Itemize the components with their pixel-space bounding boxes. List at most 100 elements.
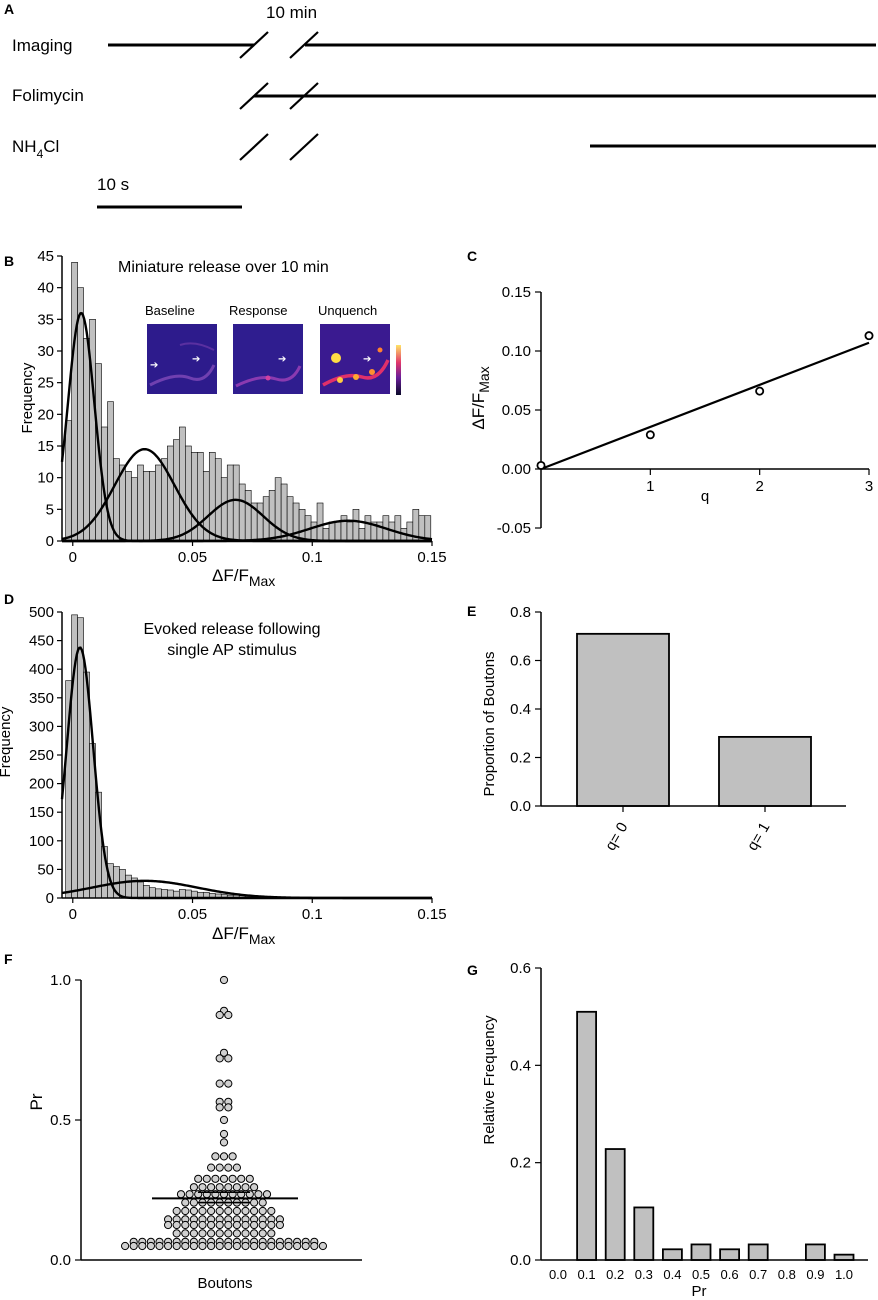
marks-e: q= 0 q= 1 (576, 632, 812, 854)
bouton-point (258, 1229, 267, 1238)
bouton-point (185, 1190, 194, 1199)
inset-label-response: Response (229, 303, 288, 318)
linear-fit-line (540, 341, 870, 471)
bouton-point (181, 1241, 190, 1251)
histogram-bar (298, 509, 306, 542)
bouton-point (121, 1241, 130, 1251)
y-tick-label: 0 (46, 890, 54, 907)
bouton-point (258, 1198, 267, 1207)
axes-e: 0.0 0.2 0.4 0.6 0.8 (510, 604, 846, 815)
axes-g: 0.0 0.2 0.4 0.6 (510, 960, 868, 1269)
color-scale-bar (396, 345, 401, 395)
histogram-bar (328, 521, 336, 542)
y-tick-label: -0.05 (497, 520, 531, 537)
break-mark (289, 133, 319, 161)
bouton-point (215, 1229, 224, 1238)
panel-g-bar-chart: 0.0 0.1 0.2 0.3 0.4 0.5 0.6 0.7 0.8 0.9 1.0 0.0 0.2… (481, 960, 868, 1300)
histogram-bar (256, 502, 264, 542)
inset-neurite (179, 342, 215, 351)
x-tick-label: 0.6 (721, 1267, 739, 1282)
bouton-point (181, 1206, 190, 1216)
histogram-bar (125, 471, 132, 542)
histogram-bar (238, 483, 246, 542)
bouton-point (202, 1174, 211, 1183)
inset-neurite (149, 364, 216, 387)
y-tick-label: 20 (37, 406, 54, 423)
histogram-bar (167, 889, 174, 899)
y-tick-label: 35 (37, 311, 54, 328)
y-tick-label: 1.0 (50, 972, 71, 989)
bouton-point (232, 1229, 241, 1238)
y-tick-label: 500 (29, 604, 54, 621)
x-tick-label: 0.0 (549, 1267, 567, 1282)
bouton-point (224, 1163, 233, 1172)
histogram-bar (167, 445, 174, 542)
histogram-bar (214, 458, 222, 542)
bouton-point (155, 1241, 164, 1251)
inset-arrow-icon: ➔ (278, 354, 286, 365)
gaussian-fits-d (60, 646, 432, 900)
bouton-point (189, 1206, 198, 1216)
x-tick-label: 0.2 (606, 1267, 624, 1282)
x-tick-label: 0 (69, 549, 77, 566)
histogram-bar (220, 477, 228, 542)
data-point (864, 331, 874, 341)
chart-g-xlabel: Pr (692, 1283, 707, 1300)
y-tick-label: 0.8 (510, 604, 531, 621)
x-tick-label: 0.15 (417, 549, 446, 566)
bouton-point (318, 1241, 327, 1251)
bouton-point (198, 1241, 207, 1251)
bouton-point (284, 1241, 293, 1251)
y-tick-label: 0.6 (510, 960, 531, 977)
y-tick-label: 25 (37, 375, 54, 392)
histogram-bar (244, 490, 252, 542)
y-tick-label: 0.0 (510, 798, 531, 815)
panel-f-scatter: 0.0 0.5 1.0 Pr Boutons (27, 972, 362, 1292)
histogram-bar (334, 521, 342, 542)
bouton-point (237, 1174, 246, 1183)
chart-c-ylabel: ΔF/FMax (469, 366, 492, 429)
bouton-point (245, 1174, 254, 1183)
y-tick-label: 50 (37, 861, 54, 878)
inset-image-unquench (320, 324, 390, 394)
y-tick-label: 0.05 (502, 402, 531, 419)
histogram-bar (185, 445, 192, 542)
bouton-point (250, 1206, 259, 1216)
bouton-point (215, 1054, 224, 1063)
bouton-point (129, 1241, 138, 1251)
inset-micrographs: Baseline Response Unquench ➔ ➔ ➔ ➔ (145, 303, 401, 395)
proportion-bar (576, 632, 670, 807)
bouton-point (215, 1010, 224, 1020)
bouton-point (228, 1152, 237, 1161)
inset-neurite (322, 359, 390, 387)
data-point (645, 430, 655, 440)
bouton-point (232, 1220, 241, 1230)
x-tick-label: 0.5 (692, 1267, 710, 1282)
x-tick-label: 0 (69, 906, 77, 923)
y-tick-label: 0.15 (502, 284, 531, 301)
x-tick-label: q= 0 (602, 820, 632, 854)
bouton-point (189, 1220, 198, 1230)
bouton-point (219, 1048, 229, 1057)
bouton-point (207, 1241, 216, 1251)
bouton-point (172, 1241, 181, 1251)
bouton-point (172, 1206, 181, 1216)
bouton-point (224, 1229, 233, 1238)
histogram-bar (77, 287, 84, 542)
histogram-bar (406, 521, 414, 542)
histogram-bar (137, 881, 144, 899)
bouton-point (224, 1103, 233, 1112)
x-tick-label: 0.7 (749, 1267, 767, 1282)
panel-letter-d: D (4, 591, 14, 607)
bouton-point (219, 1115, 229, 1125)
inset-arrow-icon: ➔ (192, 354, 200, 365)
y-tick-label: 400 (29, 661, 54, 678)
chart-d-title-line-2: single AP stimulus (167, 642, 297, 659)
histogram-bar (340, 515, 348, 542)
frequency-bar (633, 1206, 655, 1261)
histogram-bar (161, 889, 168, 899)
y-tick-label: 0.4 (510, 701, 531, 718)
bouton-point (207, 1220, 216, 1230)
histogram-bar (226, 464, 234, 542)
frequency-bar (576, 1010, 597, 1261)
